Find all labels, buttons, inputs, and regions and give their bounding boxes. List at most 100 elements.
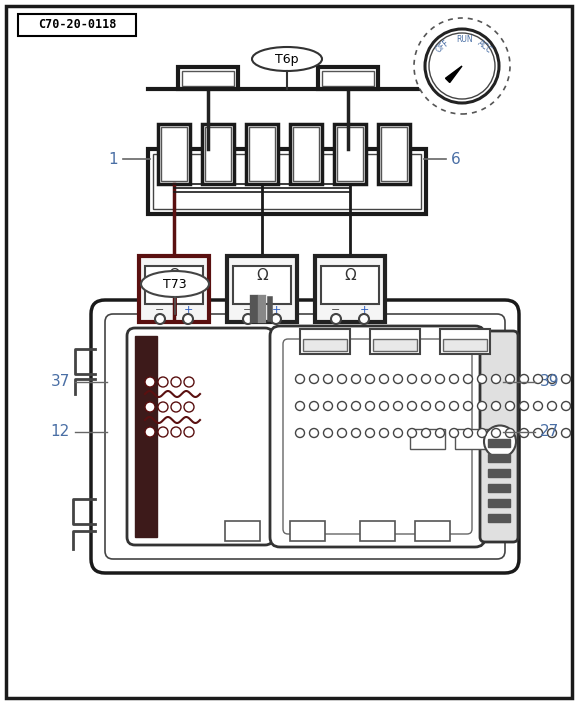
Text: +: +: [360, 305, 369, 315]
Text: +: +: [271, 305, 281, 315]
FancyBboxPatch shape: [6, 6, 572, 698]
Circle shape: [309, 401, 318, 410]
FancyBboxPatch shape: [443, 339, 487, 351]
FancyBboxPatch shape: [182, 71, 234, 86]
Circle shape: [477, 375, 487, 384]
FancyBboxPatch shape: [488, 469, 510, 477]
Circle shape: [491, 375, 501, 384]
FancyBboxPatch shape: [249, 127, 275, 181]
FancyBboxPatch shape: [148, 149, 426, 214]
Circle shape: [394, 401, 402, 410]
FancyBboxPatch shape: [233, 266, 291, 304]
Text: 27: 27: [540, 425, 560, 439]
Text: RUN: RUN: [457, 34, 473, 44]
Circle shape: [533, 375, 543, 384]
FancyBboxPatch shape: [337, 127, 363, 181]
FancyBboxPatch shape: [334, 124, 366, 184]
FancyBboxPatch shape: [300, 329, 350, 354]
FancyBboxPatch shape: [270, 326, 485, 547]
Circle shape: [158, 402, 168, 412]
Circle shape: [435, 375, 444, 384]
Circle shape: [338, 429, 346, 437]
Circle shape: [171, 427, 181, 437]
FancyBboxPatch shape: [303, 339, 347, 351]
FancyBboxPatch shape: [135, 336, 157, 537]
FancyBboxPatch shape: [322, 71, 374, 86]
Circle shape: [365, 401, 375, 410]
Circle shape: [380, 429, 388, 437]
Circle shape: [533, 429, 543, 437]
Circle shape: [477, 429, 487, 437]
Circle shape: [450, 401, 458, 410]
Circle shape: [309, 375, 318, 384]
FancyBboxPatch shape: [18, 14, 136, 36]
FancyBboxPatch shape: [315, 256, 385, 322]
Ellipse shape: [141, 271, 209, 297]
Circle shape: [359, 314, 369, 324]
Circle shape: [158, 427, 168, 437]
Circle shape: [435, 429, 444, 437]
Circle shape: [477, 401, 487, 410]
FancyBboxPatch shape: [488, 514, 510, 522]
Circle shape: [380, 401, 388, 410]
Circle shape: [429, 33, 495, 99]
Circle shape: [394, 375, 402, 384]
Circle shape: [351, 429, 361, 437]
Circle shape: [464, 375, 472, 384]
Circle shape: [158, 377, 168, 387]
FancyBboxPatch shape: [318, 67, 378, 89]
Circle shape: [561, 401, 570, 410]
Circle shape: [309, 429, 318, 437]
FancyBboxPatch shape: [381, 127, 407, 181]
FancyBboxPatch shape: [91, 300, 519, 573]
Ellipse shape: [252, 47, 322, 71]
Circle shape: [407, 429, 417, 437]
Circle shape: [407, 401, 417, 410]
Circle shape: [331, 314, 341, 324]
FancyBboxPatch shape: [290, 521, 325, 541]
FancyBboxPatch shape: [360, 521, 395, 541]
Text: C70-20-0118: C70-20-0118: [38, 18, 116, 32]
Circle shape: [184, 402, 194, 412]
FancyBboxPatch shape: [225, 521, 260, 541]
Circle shape: [171, 402, 181, 412]
FancyBboxPatch shape: [246, 124, 278, 184]
Circle shape: [351, 375, 361, 384]
FancyBboxPatch shape: [145, 266, 203, 304]
Circle shape: [295, 375, 305, 384]
Circle shape: [484, 425, 516, 458]
Circle shape: [450, 375, 458, 384]
FancyBboxPatch shape: [378, 124, 410, 184]
Circle shape: [533, 401, 543, 410]
Text: OFF: OFF: [435, 38, 451, 54]
Circle shape: [380, 375, 388, 384]
FancyBboxPatch shape: [105, 314, 505, 559]
Text: Ω: Ω: [256, 268, 268, 282]
Circle shape: [464, 401, 472, 410]
Text: 6: 6: [451, 151, 461, 167]
FancyBboxPatch shape: [290, 124, 322, 184]
FancyBboxPatch shape: [139, 256, 209, 322]
Circle shape: [520, 401, 528, 410]
FancyBboxPatch shape: [178, 67, 238, 89]
Text: 37: 37: [51, 375, 70, 389]
Circle shape: [324, 429, 332, 437]
Circle shape: [351, 401, 361, 410]
Text: −: −: [155, 305, 165, 315]
Circle shape: [491, 401, 501, 410]
Circle shape: [421, 401, 431, 410]
Circle shape: [450, 429, 458, 437]
Circle shape: [547, 401, 557, 410]
Text: −: −: [243, 305, 253, 315]
Circle shape: [520, 375, 528, 384]
Circle shape: [145, 427, 155, 437]
FancyBboxPatch shape: [293, 127, 319, 181]
FancyBboxPatch shape: [321, 266, 379, 304]
Circle shape: [435, 401, 444, 410]
Circle shape: [491, 429, 501, 437]
FancyBboxPatch shape: [410, 429, 445, 448]
Circle shape: [561, 429, 570, 437]
Circle shape: [407, 375, 417, 384]
FancyBboxPatch shape: [488, 499, 510, 507]
Circle shape: [421, 375, 431, 384]
